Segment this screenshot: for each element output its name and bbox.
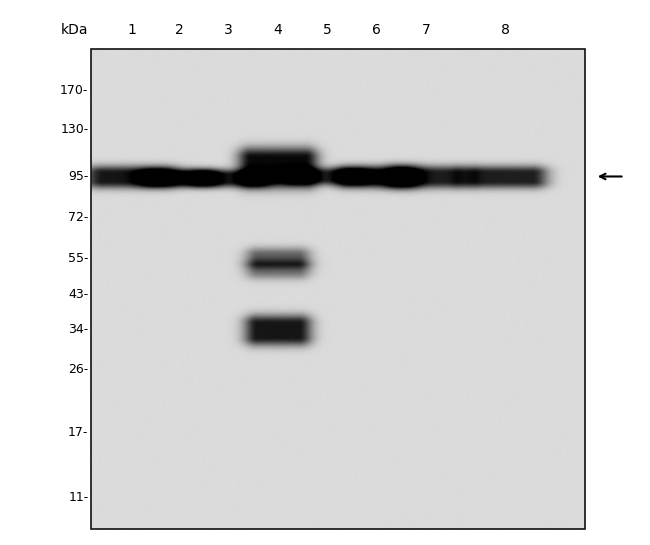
Text: 26-: 26-	[68, 363, 88, 376]
Text: 3: 3	[224, 23, 233, 37]
Text: 11-: 11-	[68, 491, 88, 504]
Text: 72-: 72-	[68, 211, 88, 225]
Text: 43-: 43-	[68, 288, 88, 301]
Text: 6: 6	[372, 23, 381, 37]
Text: 8: 8	[500, 23, 510, 37]
Text: 130-: 130-	[60, 123, 88, 136]
Text: 170-: 170-	[60, 84, 88, 96]
Text: 2: 2	[175, 23, 183, 37]
Text: 95-: 95-	[68, 170, 88, 183]
Text: 55-: 55-	[68, 252, 88, 264]
Text: 7: 7	[422, 23, 430, 37]
Text: 17-: 17-	[68, 426, 88, 439]
Text: 4: 4	[274, 23, 282, 37]
Text: 34-: 34-	[68, 323, 88, 336]
Text: 5: 5	[323, 23, 332, 37]
Text: kDa: kDa	[61, 23, 88, 37]
Text: 1: 1	[127, 23, 136, 37]
